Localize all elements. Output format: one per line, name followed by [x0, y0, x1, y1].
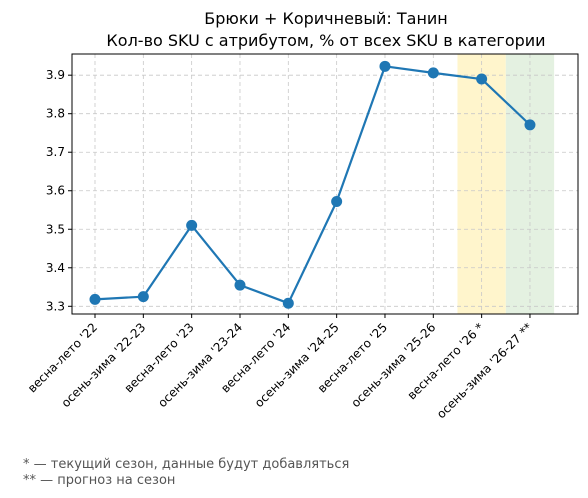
data-point: [137, 291, 149, 303]
series-line: [94, 65, 531, 305]
y-tick-label: 3.6: [46, 184, 65, 198]
data-point: [234, 279, 246, 291]
y-tick-label: 3.9: [46, 68, 65, 82]
y-tick-label: 3.5: [46, 222, 65, 236]
y-axis: 3.3 3.4 3.5 3.6 3.7 3.8 3.9: [46, 68, 72, 313]
data-point: [379, 60, 391, 72]
data-point: [476, 73, 488, 85]
y-tick-label: 3.4: [46, 261, 65, 275]
footnote-current-season: * — текущий сезон, данные будут добавлят…: [23, 457, 350, 472]
data-point: [427, 67, 439, 79]
data-point: [282, 297, 294, 309]
chart-title-line-1: Брюки + Коричневый: Танин: [204, 9, 448, 28]
data-point: [331, 196, 343, 208]
chart-title-line-2: Кол-во SKU с атрибутом, % от всех SKU в …: [106, 31, 545, 50]
season-highlights: [457, 54, 555, 314]
data-point: [89, 293, 101, 305]
y-tick-label: 3.3: [46, 299, 65, 313]
data-point: [524, 119, 536, 131]
data-point: [186, 219, 198, 231]
series-line-group: [89, 60, 536, 309]
footnote-forecast: ** — прогноз на сезон: [23, 473, 176, 488]
grid-lines: [72, 54, 578, 314]
y-tick-label: 3.8: [46, 107, 65, 121]
y-tick-label: 3.7: [46, 145, 65, 159]
plot-frame: [71, 53, 579, 315]
